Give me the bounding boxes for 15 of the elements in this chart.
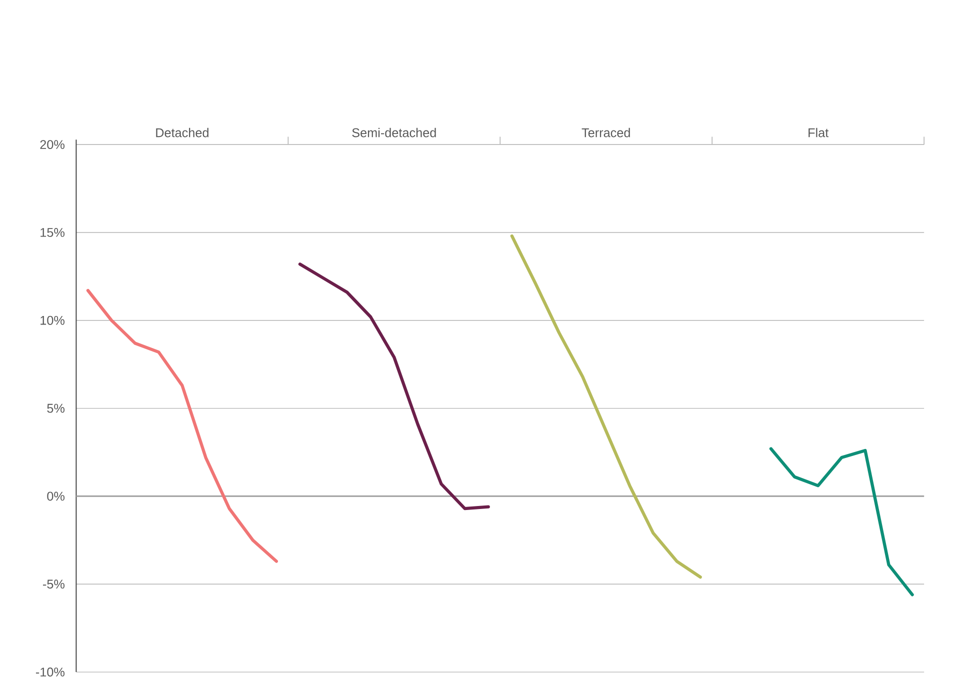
y-tick-label: 20% <box>40 140 64 150</box>
y-tick-label: 0% <box>47 492 64 501</box>
y-tick-label: -5% <box>43 580 64 589</box>
line-series <box>769 447 914 596</box>
line-series <box>510 234 702 579</box>
x-tick-label: Flat <box>808 128 829 138</box>
y-tick-label: 15% <box>40 228 64 238</box>
x-tick-label: Terraced <box>582 128 630 138</box>
line-series <box>298 262 490 510</box>
y-tick-label: 5% <box>47 404 64 413</box>
x-tick-label: Detached <box>156 128 208 138</box>
line-series <box>86 289 278 563</box>
x-tick-label: Semi-detached <box>352 128 436 138</box>
y-tick-label: 10% <box>40 316 64 326</box>
y-tick-label: -10% <box>36 668 64 677</box>
